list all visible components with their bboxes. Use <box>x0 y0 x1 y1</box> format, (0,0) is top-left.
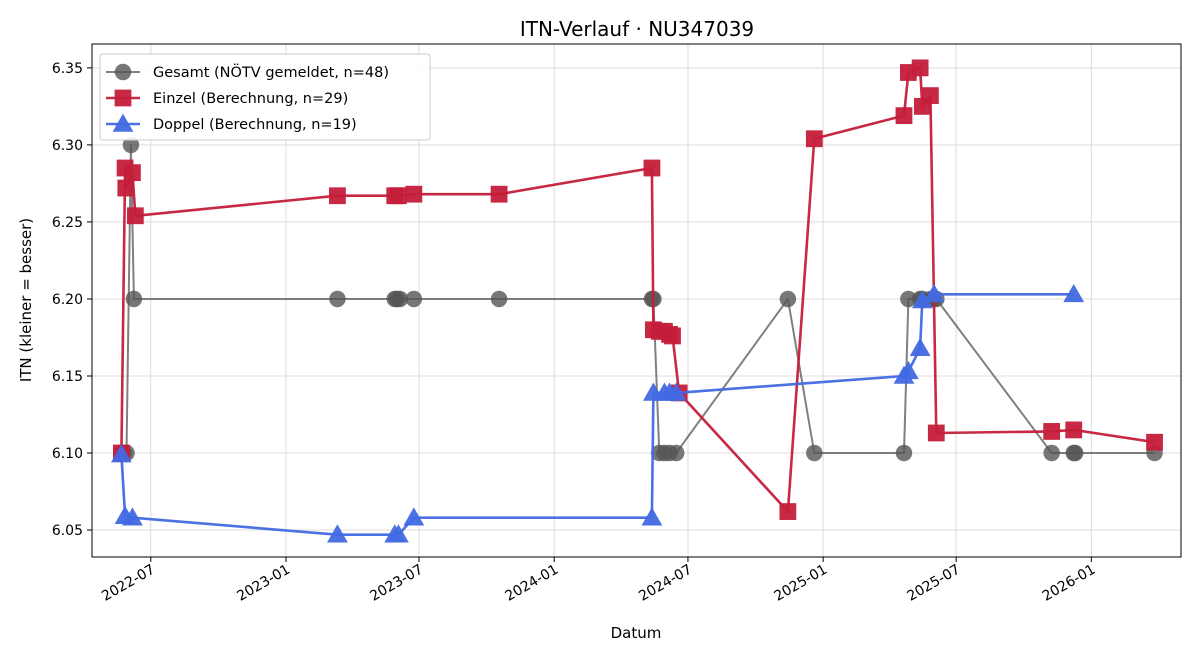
data-point <box>922 87 939 105</box>
data-point <box>388 524 409 543</box>
y-axis-title: ITN (kleiner = besser) <box>17 218 35 382</box>
data-point <box>667 444 685 462</box>
data-point <box>911 290 933 309</box>
legend-marker <box>114 89 132 107</box>
data-point <box>779 503 797 520</box>
data-point <box>327 524 348 543</box>
legend-marker <box>112 113 134 132</box>
legend-box <box>99 53 431 141</box>
data-point <box>390 187 407 205</box>
data-point <box>1146 433 1163 451</box>
data-point <box>641 507 663 526</box>
data-point <box>490 185 508 203</box>
data-point <box>110 444 132 463</box>
data-point <box>329 187 346 205</box>
data-point <box>1065 421 1083 439</box>
data-point <box>927 424 945 442</box>
data-point <box>490 290 508 308</box>
y-tick-label: 6.25 <box>52 215 83 231</box>
legend: Gesamt (NÖTV gemeldet, n=48) Einzel (Bere… <box>99 53 431 141</box>
data-point <box>1066 444 1084 462</box>
data-point <box>122 136 140 154</box>
data-point <box>805 130 823 148</box>
y-tick-label: 6.10 <box>52 446 83 462</box>
data-point <box>124 164 141 182</box>
data-point <box>895 107 913 125</box>
data-point <box>125 290 143 308</box>
data-point <box>643 159 661 177</box>
data-point <box>1063 283 1085 303</box>
data-point <box>900 290 917 308</box>
chart-title: ITN-Verlauf · NU347039 <box>520 17 754 41</box>
data-point <box>329 290 346 308</box>
data-point <box>909 337 931 357</box>
y-tick-label: 6.15 <box>52 369 83 385</box>
x-axis-title: Datum <box>611 624 662 642</box>
legend-label: Doppel (Berechnung, n=19) <box>153 117 357 133</box>
data-point <box>391 290 409 308</box>
data-point <box>405 185 423 203</box>
legend-label: Einzel (Berechnung, n=29) <box>153 91 348 107</box>
y-tick-label: 6.20 <box>52 292 83 308</box>
data-point <box>122 507 143 526</box>
y-tick-label: 6.05 <box>52 523 83 539</box>
data-point <box>923 283 945 303</box>
data-point <box>897 360 919 380</box>
data-point <box>1043 423 1061 440</box>
y-tick-label: 6.30 <box>52 138 83 154</box>
data-point <box>117 179 135 197</box>
legend-label: Gesamt (NÖTV gemeldet, n=48) <box>153 63 389 81</box>
data-point <box>895 444 913 462</box>
data-point <box>126 207 144 225</box>
data-point <box>1043 444 1060 462</box>
data-point <box>665 382 687 401</box>
data-point <box>405 290 423 308</box>
data-point <box>403 507 425 526</box>
data-point <box>911 59 929 77</box>
series-triangle <box>110 283 1085 543</box>
y-tick-label: 6.35 <box>52 61 83 77</box>
data-point <box>664 327 681 345</box>
plot-area-frame <box>91 43 1182 558</box>
data-point <box>779 290 797 308</box>
data-point <box>806 444 823 462</box>
legend-marker <box>114 63 132 81</box>
